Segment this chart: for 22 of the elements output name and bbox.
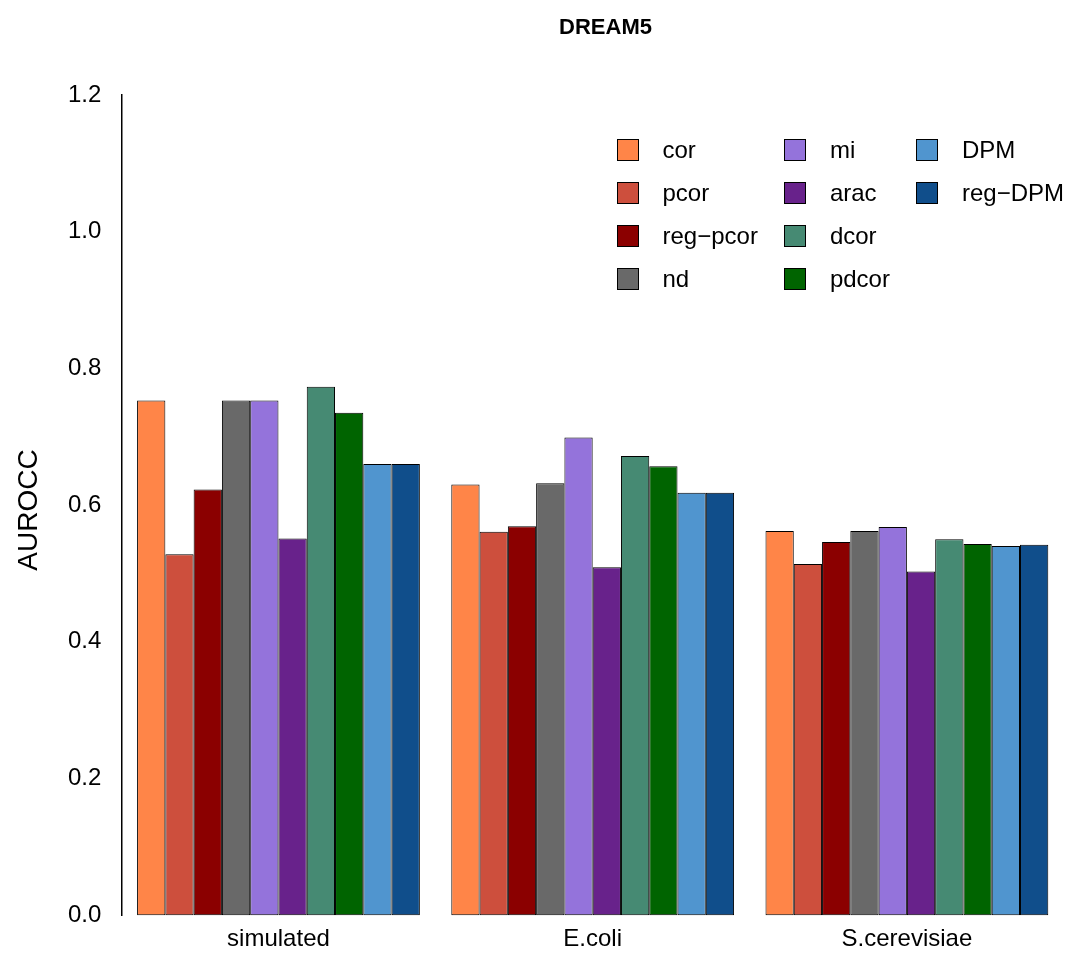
legend-label: reg−pcor [662,221,758,250]
y-tick-label: 0.4 [67,626,102,654]
legend-label: arac [829,178,877,207]
y-axis-title: AUROCC [12,449,44,571]
legend-label: DPM [961,135,1016,164]
y-tick-label: 1.0 [67,216,102,244]
y-tick-label: 1.2 [67,79,102,107]
chart-title: DREAM5 [558,14,653,40]
legend-label: mi [829,135,856,164]
legend-label: dcor [829,221,877,250]
x-tick-label: E.coli [563,924,623,952]
legend-label: pcor [662,178,710,207]
y-tick-label: 0.2 [67,763,102,791]
y-tick-label: 0.8 [67,353,102,381]
legend-label: reg−DPM [961,178,1064,207]
legend-label: cor [662,135,696,164]
y-tick-label: 0.0 [67,899,102,927]
y-tick-label: 0.6 [67,489,102,517]
x-tick-label: S.cerevisiae [841,924,973,952]
x-tick-label: simulated [227,924,330,952]
legend-label: nd [662,264,690,293]
legend-label: pdcor [829,264,890,293]
